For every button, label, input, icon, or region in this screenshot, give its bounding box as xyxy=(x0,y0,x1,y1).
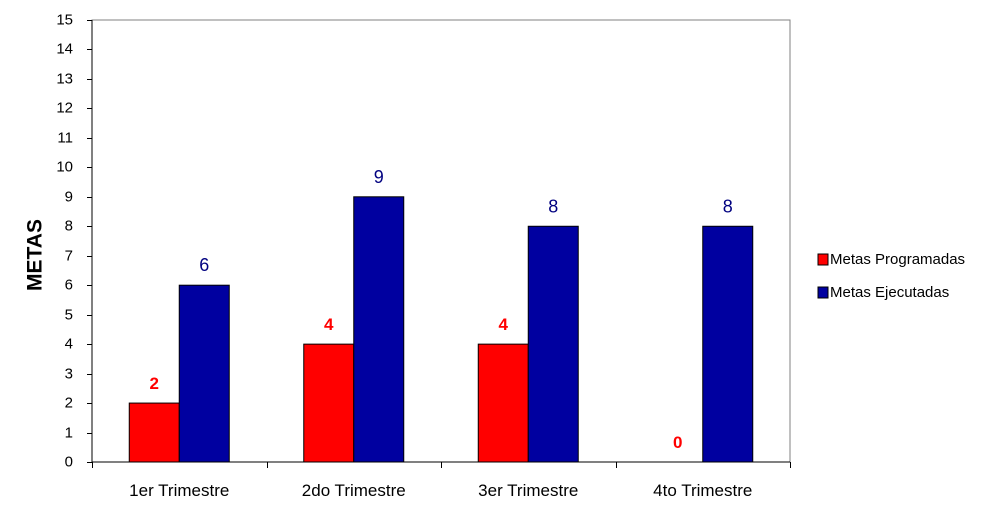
x-category-label: 1er Trimestre xyxy=(129,481,229,500)
x-axis: 1er Trimestre 2do Trimestre 3er Trimestre 4… xyxy=(92,461,791,500)
y-tick-label: 1 xyxy=(65,424,73,441)
y-tick-label: 13 xyxy=(56,70,73,87)
y-tick-label: 11 xyxy=(57,129,73,146)
bar-ejecutadas xyxy=(353,196,405,463)
data-label-programadas: 2 xyxy=(150,374,159,393)
data-labels: 2 4 4 0 6 9 8 8 xyxy=(150,167,733,452)
legend-label: Metas Programadas xyxy=(830,251,965,268)
y-tick-label: 2 xyxy=(65,394,73,411)
y-tick-label: 9 xyxy=(65,188,73,205)
bar-programadas xyxy=(477,343,529,463)
bars xyxy=(128,196,754,463)
y-tick-label: 12 xyxy=(56,99,73,116)
y-tick-label: 14 xyxy=(56,40,73,57)
legend-swatch xyxy=(817,253,829,266)
y-tick-label: 0 xyxy=(65,453,73,470)
data-label-ejecutadas: 8 xyxy=(723,196,733,216)
y-axis-title: METAS xyxy=(24,219,47,291)
data-label-ejecutadas: 8 xyxy=(548,196,558,216)
legend-swatch xyxy=(817,286,829,299)
y-tick-label: 15 xyxy=(56,11,73,28)
bar-ejecutadas xyxy=(178,284,230,463)
y-tick-label: 4 xyxy=(65,335,73,352)
y-tick-label: 7 xyxy=(65,247,73,264)
data-label-ejecutadas: 6 xyxy=(199,255,209,275)
data-label-programadas: 4 xyxy=(324,315,334,334)
x-category-label: 2do Trimestre xyxy=(302,481,406,500)
x-category-label: 3er Trimestre xyxy=(478,481,578,500)
y-tick-label: 5 xyxy=(65,306,73,323)
bar-programadas xyxy=(128,402,180,463)
legend: Metas Programadas Metas Ejecutadas xyxy=(817,251,965,301)
legend-label: Metas Ejecutadas xyxy=(830,284,949,301)
data-label-programadas: 4 xyxy=(499,315,509,334)
y-tick-label: 8 xyxy=(65,217,73,234)
data-label-programadas: 0 xyxy=(673,433,682,452)
bar-ejecutadas xyxy=(702,225,754,463)
data-label-ejecutadas: 9 xyxy=(374,167,384,187)
y-tick-label: 10 xyxy=(56,158,73,175)
y-tick-label: 3 xyxy=(65,365,73,382)
bar-ejecutadas xyxy=(527,225,579,463)
x-category-label: 4to Trimestre xyxy=(653,481,752,500)
bar-programadas xyxy=(303,343,355,463)
y-tick-label: 6 xyxy=(65,276,73,293)
